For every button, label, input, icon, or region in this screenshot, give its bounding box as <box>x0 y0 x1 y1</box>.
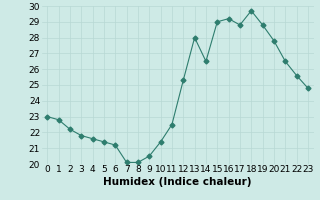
X-axis label: Humidex (Indice chaleur): Humidex (Indice chaleur) <box>103 177 252 187</box>
